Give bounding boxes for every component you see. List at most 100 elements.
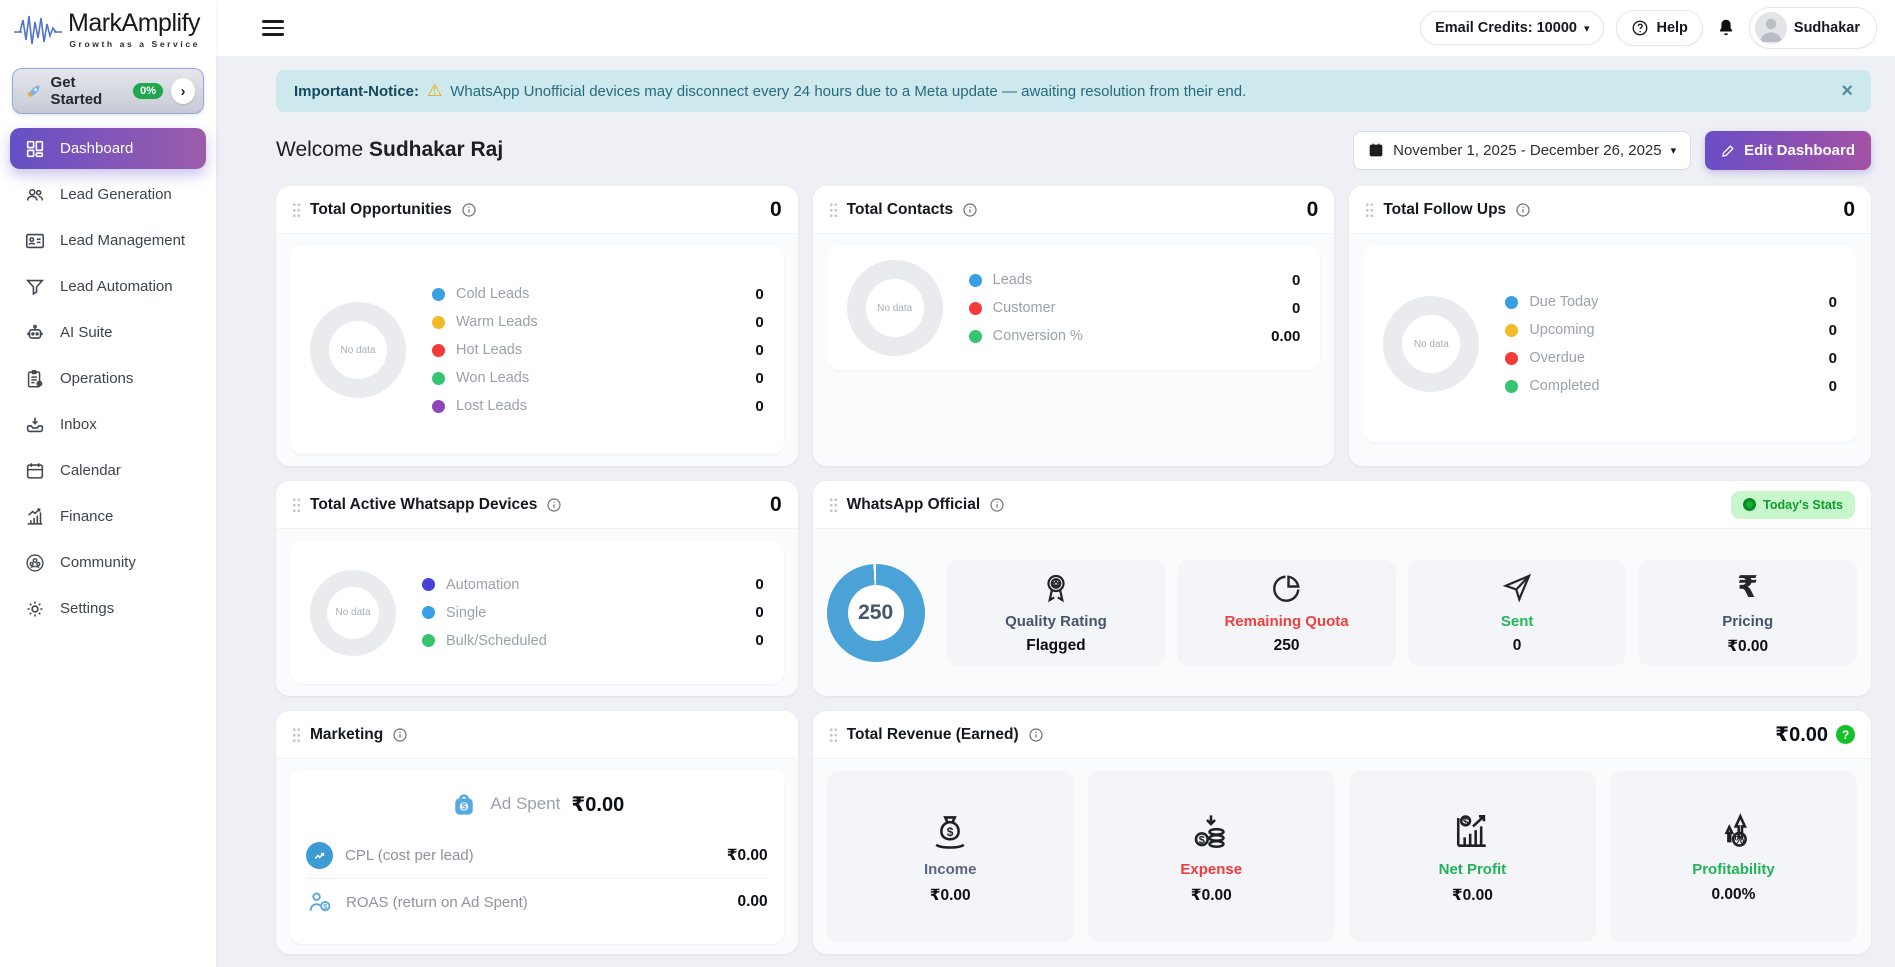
card-title: Total Follow Ups [1383, 201, 1506, 219]
sidebar-nav: Dashboard Lead Generation Lead Managemen… [0, 128, 216, 629]
chevron-down-icon: ▾ [1584, 22, 1590, 35]
welcome-row: Welcome Sudhakar Raj November 1, 2025 - … [276, 128, 1871, 172]
legend-row: Cold Leads0 [432, 286, 764, 303]
drag-handle-icon[interactable] [292, 497, 301, 513]
legend-value: 0 [755, 398, 763, 415]
info-icon[interactable] [392, 727, 408, 743]
ad-spent-row: $ Ad Spent ₹0.00 [306, 789, 768, 819]
stat-value: ₹0.00 [1727, 637, 1768, 656]
topbar: Email Credits: 10000 ▾ Help Sudhakar [216, 0, 1895, 56]
svg-text:$: $ [462, 802, 467, 812]
user-avatar [1755, 12, 1787, 44]
chevron-right-icon[interactable]: › [171, 78, 195, 104]
tile-expense: $ Expense ₹0.00 [1088, 771, 1335, 942]
legend-value: 0 [1292, 300, 1300, 317]
app-logo[interactable]: MarkAmplify Growth as a Service [0, 0, 216, 58]
whatsapp-stats: Quality Rating Flagged Remaining Quota 2… [947, 560, 1857, 666]
profitability-percent-icon: % [1711, 809, 1755, 853]
sidebar-item-community[interactable]: Community [10, 542, 206, 583]
legend-dot [422, 578, 435, 591]
tile-value: 0.00% [1711, 886, 1755, 904]
menu-toggle-icon[interactable] [262, 16, 284, 39]
legend-label: Hot Leads [456, 342, 522, 358]
get-started-button[interactable]: Get Started 0% › [12, 68, 204, 114]
clipboard-gear-icon [24, 368, 46, 390]
stat-label: Sent [1501, 613, 1534, 630]
warning-icon: ⚠ [427, 81, 442, 101]
edit-dashboard-button[interactable]: Edit Dashboard [1705, 131, 1871, 170]
send-icon [1499, 570, 1535, 606]
whatsapp-quota-donut-chart: 250 [827, 564, 925, 662]
help-question-badge[interactable]: ? [1836, 725, 1855, 744]
drag-handle-icon[interactable] [829, 202, 838, 218]
legend-label: Won Leads [456, 370, 529, 386]
drag-handle-icon[interactable] [292, 202, 301, 218]
legend-dot [422, 634, 435, 647]
card-title: Total Revenue (Earned) [847, 726, 1019, 744]
legend-row: Automation0 [422, 576, 764, 593]
legend-label: Completed [1529, 378, 1599, 394]
info-icon[interactable] [962, 202, 978, 218]
card-title: Total Active Whatsapp Devices [310, 496, 537, 514]
legend-row: Upcoming0 [1505, 322, 1837, 339]
info-icon[interactable] [546, 497, 562, 513]
sidebar-item-lead-management[interactable]: Lead Management [10, 220, 206, 261]
card-title: Total Contacts [847, 201, 954, 219]
revenue-tiles: $ Income ₹0.00 $ Expense ₹0.00 [827, 771, 1857, 942]
chevron-down-icon: ▾ [1671, 144, 1677, 157]
drag-handle-icon[interactable] [292, 727, 301, 743]
get-started-label: Get Started [51, 74, 126, 108]
sidebar-item-ai-suite[interactable]: AI Suite [10, 312, 206, 353]
card-total-opportunities: Total Opportunities 0 No data Cold Leads… [276, 186, 798, 466]
card-total-follow-ups: Total Follow Ups 0 No data Due Today0 Up… [1349, 186, 1871, 466]
app-name: MarkAmplify [68, 10, 200, 38]
sidebar-item-lead-generation[interactable]: Lead Generation [10, 174, 206, 215]
tile-value: ₹0.00 [1191, 886, 1232, 905]
legend-label: Overdue [1529, 350, 1585, 366]
info-icon[interactable] [461, 202, 477, 218]
drag-handle-icon[interactable] [1365, 202, 1374, 218]
edit-dashboard-label: Edit Dashboard [1744, 142, 1855, 159]
date-range-picker[interactable]: November 1, 2025 - December 26, 2025 ▾ [1353, 131, 1691, 170]
sidebar-item-label: AI Suite [60, 324, 113, 341]
roas-label: ROAS (return on Ad Spent) [346, 894, 528, 911]
sidebar-item-calendar[interactable]: Calendar [10, 450, 206, 491]
waveform-logo-icon [12, 10, 64, 54]
drag-handle-icon[interactable] [829, 497, 838, 513]
sidebar-item-settings[interactable]: Settings [10, 588, 206, 629]
sidebar-item-lead-automation[interactable]: Lead Automation [10, 266, 206, 307]
card-total-value: 0 [1843, 198, 1855, 222]
legend-dot [969, 330, 982, 343]
income-money-bag-icon: $ [928, 809, 972, 853]
info-icon[interactable] [1028, 727, 1044, 743]
banner-close-icon[interactable]: × [1841, 81, 1853, 101]
user-menu-button[interactable]: Sudhakar [1749, 7, 1877, 49]
legend-value: 0 [755, 632, 763, 649]
notifications-bell-icon[interactable] [1715, 16, 1737, 40]
money-bag-icon: $ [449, 789, 479, 819]
sidebar-item-inbox[interactable]: Inbox [10, 404, 206, 445]
cpl-row: CPL (cost per lead) ₹0.00 [306, 833, 768, 878]
legend-dot [1505, 380, 1518, 393]
legend-label: Warm Leads [456, 314, 538, 330]
info-icon[interactable] [989, 497, 1005, 513]
sidebar-item-operations[interactable]: Operations [10, 358, 206, 399]
email-credits-button[interactable]: Email Credits: 10000 ▾ [1420, 11, 1604, 45]
pencil-icon [1721, 143, 1736, 158]
sidebar-item-finance[interactable]: Finance [10, 496, 206, 537]
todays-stats-badge: Today's Stats [1731, 491, 1855, 519]
info-icon[interactable] [1515, 202, 1531, 218]
notice-banner: Important-Notice: ⚠ WhatsApp Unofficial … [276, 70, 1871, 112]
drag-handle-icon[interactable] [829, 727, 838, 743]
followups-legend: Due Today0 Upcoming0 Overdue0 Completed0 [1505, 294, 1837, 395]
stat-label: Remaining Quota [1224, 613, 1348, 630]
svg-text:$: $ [1463, 816, 1469, 827]
trend-up-icon [306, 842, 333, 869]
legend-label: Automation [446, 577, 519, 593]
legend-row: Due Today0 [1505, 294, 1837, 311]
sidebar-item-dashboard[interactable]: Dashboard [10, 128, 206, 169]
legend-label: Single [446, 605, 486, 621]
notice-message: WhatsApp Unofficial devices may disconne… [450, 83, 1246, 100]
legend-row: Customer0 [969, 300, 1301, 317]
help-button[interactable]: Help [1616, 10, 1702, 46]
